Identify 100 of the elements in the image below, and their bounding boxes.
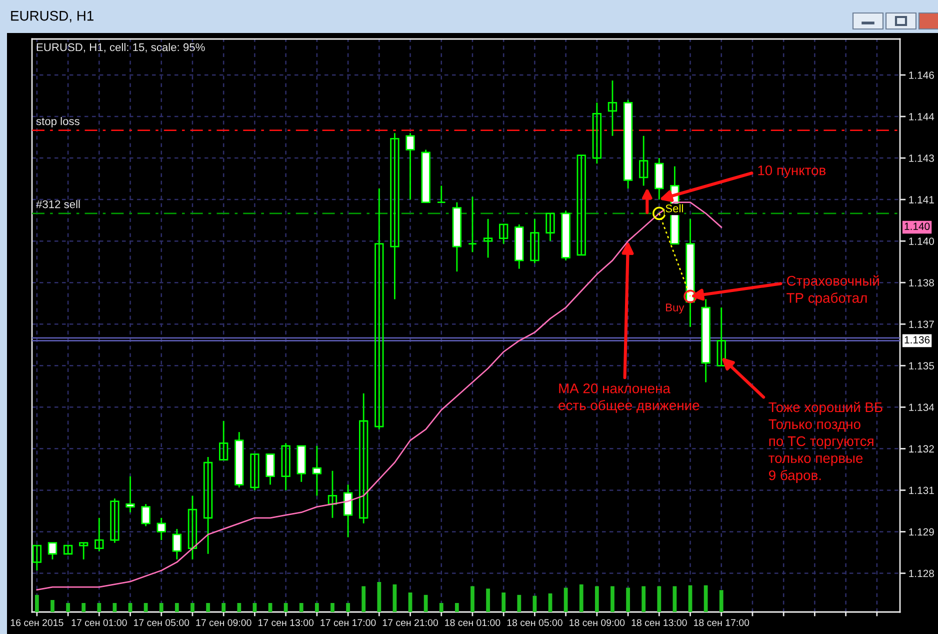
x-tick-label: 17 сен 21:00 [382,619,438,626]
candlestick [141,503,150,527]
y-tick-label: 1.137 [909,320,934,328]
candlestick [188,495,198,560]
bar [66,603,70,612]
candlestick [436,185,446,204]
annotation: Тоже хороший ВБ Только поздно по ТС торгуются только первые 9 баров. [768,402,882,483]
annotation: МА 20 наклонена есть общее движение [558,383,700,413]
candlestick [530,218,540,264]
ref-line-label: stop loss [36,116,80,128]
bar [610,586,614,612]
bar [486,588,490,612]
candlestick [156,517,166,541]
bar [206,603,210,612]
y-tick-label: 1.143 [909,154,934,162]
candlestick [250,454,260,491]
bar [502,592,506,612]
candlestick [390,132,400,300]
candlestick [266,454,275,486]
bar [97,603,102,612]
bar [642,586,646,612]
ref-line-label: 1.136 [904,336,930,344]
bar [470,586,474,612]
bar [657,586,662,612]
candlestick [468,196,478,253]
x-tick-label: 16 сен 2015 [10,619,64,626]
bar [704,585,708,612]
chart-title: EURUSD, H1 [11,10,94,22]
x-tick-label: 17 сен 05:00 [134,619,190,626]
candlestick [592,102,602,164]
bar [82,603,86,612]
bar [377,582,382,612]
bar [594,586,599,612]
candlestick [32,544,42,572]
bar [548,593,552,612]
x-tick-label: 18 сен 09:00 [570,619,625,626]
candlestick [203,456,213,555]
bar [284,603,288,612]
candlestick [172,528,182,560]
y-tick-label: 1.129 [909,528,934,536]
y-tick-label: 1.135 [909,362,934,370]
candlestick [328,470,338,519]
candlestick [608,80,618,137]
x-tick-label: 17 сен 09:00 [196,619,252,626]
candlestick [312,445,322,496]
bar [392,584,397,612]
bar [408,592,412,612]
candlestick [126,476,135,514]
bar [190,603,194,612]
bar [439,603,444,612]
bar [719,590,724,612]
bar [330,603,334,612]
x-tick-label: 18 сен 05:00 [507,619,562,626]
candlestick [48,542,58,560]
y-tick-label: 1.134 [909,404,934,412]
bar [346,603,350,612]
bar [314,603,319,612]
bar [144,603,148,612]
chart-subtitle: EURUSD, H1, cell: 15, scale: 95% [36,43,205,52]
bar [50,600,54,612]
bar [564,588,568,612]
x-tick-label: 18 сен 01:00 [445,619,500,626]
bar [252,603,257,612]
bar [299,603,304,612]
candlestick [79,542,88,560]
candlestick [94,517,104,552]
bar [34,594,39,612]
annotation: 10 пунктов [758,165,826,178]
y-tick-label: 1.144 [909,113,934,120]
candlestick [499,224,508,245]
y-tick-label: 1.132 [909,445,934,453]
y-tick-label: 1.128 [909,570,934,578]
bar [424,594,428,612]
candlestick [110,498,120,544]
bar [268,603,272,612]
bar [672,586,677,612]
bar [237,603,242,612]
y-tick-label: 1.146 [909,71,934,79]
bar [222,603,226,612]
bar [362,586,366,612]
bar [112,603,117,612]
bar [517,594,522,612]
bar [454,603,459,612]
x-tick-label: 17 сен 13:00 [258,619,314,626]
candlestick [343,484,353,538]
y-tick-label: 1.140 [909,238,934,245]
y-tick-label: 1.131 [909,486,934,494]
candlestick [546,212,555,242]
ref-line-label: #312 sell [36,200,80,208]
candlestick [576,154,586,256]
y-tick-label: 1.138 [909,279,934,286]
candlestick [483,218,493,258]
bar [626,588,630,612]
bar [579,584,584,612]
candlestick [219,420,228,460]
candlestick [639,135,648,186]
annotation: Buy [666,304,684,314]
annotation: Sell [666,204,683,212]
bar [174,603,179,612]
x-tick-label: 17 сен 01:00 [72,619,127,626]
